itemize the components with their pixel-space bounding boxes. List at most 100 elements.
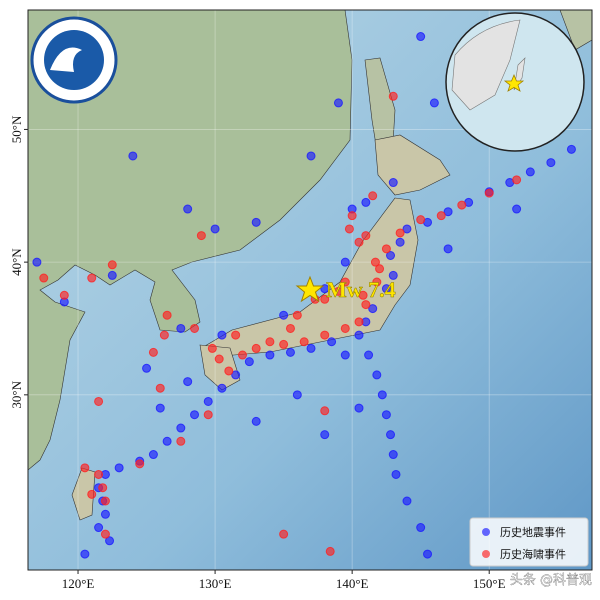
event-point bbox=[416, 523, 426, 533]
event-point bbox=[388, 270, 398, 280]
event-point bbox=[251, 343, 261, 353]
event-point bbox=[368, 304, 378, 314]
y-tick-label: 40°N bbox=[9, 248, 24, 276]
event-point bbox=[386, 430, 396, 440]
event-point bbox=[80, 463, 90, 473]
event-point bbox=[214, 354, 224, 364]
event-point bbox=[340, 257, 350, 267]
event-point bbox=[333, 98, 343, 108]
event-point bbox=[265, 337, 275, 347]
event-point bbox=[512, 175, 522, 185]
event-point bbox=[292, 310, 302, 320]
event-point bbox=[251, 217, 261, 227]
event-point bbox=[100, 496, 110, 506]
legend-label: 历史地震事件 bbox=[500, 526, 566, 539]
event-point bbox=[183, 204, 193, 214]
event-point bbox=[190, 410, 200, 420]
event-point bbox=[361, 197, 371, 207]
event-point bbox=[94, 469, 104, 479]
event-point bbox=[364, 350, 374, 360]
event-point bbox=[395, 228, 405, 238]
event-point bbox=[203, 410, 213, 420]
event-point bbox=[388, 450, 398, 460]
event-point bbox=[525, 167, 535, 177]
kyushu bbox=[199, 344, 241, 391]
logo bbox=[30, 16, 118, 104]
event-point bbox=[391, 469, 401, 479]
kamchatka bbox=[559, 10, 592, 51]
event-point bbox=[320, 294, 330, 304]
event-point bbox=[320, 330, 330, 340]
event-point bbox=[327, 337, 337, 347]
event-point bbox=[361, 231, 371, 241]
legend-label: 历史海啸事件 bbox=[500, 547, 566, 561]
event-point bbox=[370, 257, 380, 267]
event-point bbox=[484, 188, 494, 198]
event-point bbox=[87, 273, 97, 283]
event-point bbox=[162, 436, 172, 446]
event-point bbox=[372, 277, 382, 287]
event-point bbox=[285, 323, 295, 333]
event-point bbox=[148, 450, 158, 460]
event-point bbox=[388, 91, 398, 101]
event-point bbox=[217, 330, 227, 340]
event-point bbox=[80, 549, 90, 559]
event-point bbox=[231, 370, 241, 380]
event-point bbox=[39, 273, 49, 283]
event-point bbox=[566, 144, 576, 154]
event-point bbox=[368, 191, 378, 201]
event-point bbox=[265, 350, 275, 360]
event-point bbox=[107, 270, 117, 280]
event-point bbox=[388, 178, 398, 188]
event-point bbox=[251, 416, 261, 426]
event-point bbox=[386, 250, 396, 260]
event-point bbox=[354, 403, 364, 413]
event-point bbox=[372, 370, 382, 380]
event-point bbox=[98, 483, 108, 493]
y-tick-label: 50°N bbox=[9, 115, 24, 143]
event-point bbox=[159, 330, 169, 340]
event-point bbox=[457, 200, 467, 210]
event-point bbox=[244, 357, 254, 367]
event-point bbox=[114, 463, 124, 473]
y-tick-label: 30°N bbox=[9, 380, 24, 408]
event-point bbox=[347, 211, 357, 221]
event-point bbox=[358, 290, 368, 300]
event-point bbox=[279, 529, 289, 539]
event-point bbox=[196, 231, 206, 241]
event-point bbox=[416, 215, 426, 225]
event-point bbox=[340, 350, 350, 360]
watermark: 头条 @科普观 bbox=[510, 572, 592, 588]
event-point bbox=[429, 98, 439, 108]
event-point bbox=[100, 529, 110, 539]
mainland bbox=[28, 10, 353, 471]
x-tick-label: 120°E bbox=[62, 576, 95, 591]
event-point bbox=[306, 343, 316, 353]
event-point bbox=[32, 257, 42, 267]
event-point bbox=[361, 300, 371, 310]
event-point bbox=[183, 377, 193, 387]
event-point bbox=[299, 337, 309, 347]
event-point bbox=[381, 410, 391, 420]
event-point bbox=[325, 546, 335, 556]
event-point bbox=[107, 260, 117, 270]
legend-marker bbox=[482, 550, 490, 558]
event-point bbox=[416, 32, 426, 42]
event-point bbox=[237, 350, 247, 360]
legend-marker bbox=[482, 528, 490, 536]
magnitude-label: Mw 7.4 bbox=[326, 277, 396, 302]
x-tick-label: 140°E bbox=[336, 576, 369, 591]
event-point bbox=[320, 430, 330, 440]
event-point bbox=[217, 383, 227, 393]
event-point bbox=[155, 383, 165, 393]
event-point bbox=[512, 204, 522, 214]
event-point bbox=[105, 536, 115, 546]
event-point bbox=[100, 509, 110, 519]
taiwan bbox=[71, 467, 96, 521]
event-point bbox=[375, 264, 385, 274]
event-point bbox=[333, 286, 343, 296]
